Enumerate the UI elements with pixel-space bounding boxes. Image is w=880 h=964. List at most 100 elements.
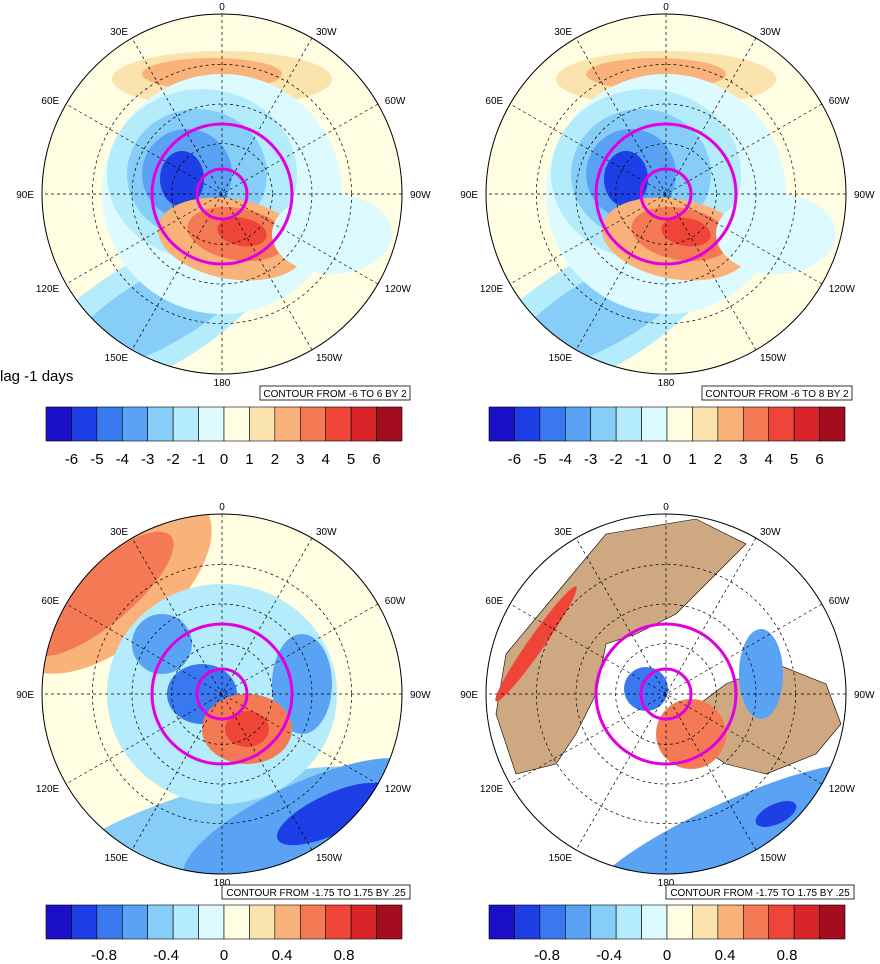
info-box-frame [259,385,411,401]
colorbar-tick-label: -4 [559,451,572,468]
colorbar-swatch [514,406,541,442]
colorbar-swatch [717,406,744,442]
longitude-label: 60W [385,596,406,607]
significant-negative-center [624,667,668,711]
colorbar-swatch [45,406,72,442]
contour-info-text: CONTOUR FROM -6 TO 6 BY 2 [263,389,407,400]
contour-info-text: CONTOUR FROM -1.75 TO 1.75 BY .25 [670,888,850,899]
longitude-label: 120W [829,284,856,295]
longitude-label: 150E [549,353,573,364]
contour-info-box: CONTOUR FROM -6 TO 6 BY 2 [259,385,411,401]
longitude-label: 150W [316,853,343,864]
colorbar-swatch [793,904,820,940]
info-box-frame [701,385,853,401]
colorbar-swatch [71,904,98,940]
colorbar-tick-label: -2 [166,451,179,468]
colorbar-swatch [742,406,770,442]
map-outline [485,513,847,875]
longitude-label: 30W [316,27,337,38]
outer-ring [150,122,294,266]
negative-east [272,634,332,734]
longitude-label: 120W [385,284,412,295]
colorbar-tick-label: 4 [322,451,330,468]
colorbar-tick-label: -3 [141,451,154,468]
colorbar-tick-label: -0.4 [153,947,179,964]
colorbar-swatch [299,406,327,442]
inner-ring [639,167,693,221]
colorbar-swatch [488,406,515,442]
colorbar-swatch [223,406,250,442]
east-light-area [716,194,836,274]
colorbar-tick-label: 0 [220,451,228,468]
negative-core [160,151,204,207]
map-outline [485,13,847,375]
longitude-label: 60W [829,96,850,107]
colorbar-tick-label: 5 [347,451,355,468]
colorbar-swatch [172,406,199,442]
colorbar-tick-label: 0 [663,947,671,964]
colorbar-tick-label: 1 [688,451,696,468]
colorbar-tick-label: 0.8 [334,947,355,964]
longitude-label: 120E [480,784,504,795]
colorbar-swatch [666,904,693,940]
contour-info-box: CONTOUR FROM -1.75 TO 1.75 BY .25 [221,884,411,900]
significant-negative-band [589,765,846,874]
box-rings [150,122,294,266]
colorbar-tick-label: -2 [609,451,622,468]
lag-label: lag -1 days [0,368,74,385]
negative-west [132,614,192,674]
colorbar-swatch [71,406,98,442]
land-eurasia [495,518,747,775]
longitude-label: 30W [316,527,337,538]
colorbar-tick-label: 1 [245,451,253,468]
colorbar-tick-label: -4 [116,451,129,468]
colorbar-swatch [692,406,719,442]
longitude-label: 60E [41,96,59,107]
longitude-label: 90E [16,190,34,201]
colorbar-swatch [350,904,377,940]
map-field [42,514,402,874]
map-panel-top-left: 0 30W 60W 90W 120W 150W 180 150E 120E 90E 60E 30E CO… [16,2,431,468]
positive-center-core [225,711,269,747]
colorbar-swatch [539,406,566,442]
colorbar: -0.8 -0.4 0 0.4 0.8 [45,904,403,964]
longitude-label: 180 [214,878,231,889]
inner-ring [195,167,249,221]
longitude-label: 90E [460,690,478,701]
longitude-label: 120W [829,784,856,795]
inner-ring [639,667,693,721]
longitude-label: 30E [554,27,572,38]
longitude-label: 90W [854,190,875,201]
colorbar-tick-label: -0.4 [596,947,622,964]
colorbar-swatch [274,904,301,940]
positive-core [217,217,267,247]
outer-ring [594,122,738,266]
colorbar-tick-label: -6 [65,451,78,468]
colorbar-swatch [514,904,541,940]
longitude-label: 90W [410,190,431,201]
map-field [486,514,846,874]
map-outline [41,13,403,375]
graticule [42,14,402,374]
colorbar-swatch [692,904,719,940]
longitude-label: 0 [219,502,225,513]
box-rings [150,622,294,766]
colorbar-swatch [45,904,72,940]
positive-band-core [42,531,174,657]
longitude-label: 90E [460,190,478,201]
colorbar-tick-label: 6 [372,451,380,468]
colorbar-tick-label: -5 [533,451,546,468]
longitude-label: 30W [760,527,781,538]
colorbar-tick-label: 4 [765,451,773,468]
colorbar-tick-label: 3 [296,451,304,468]
colorbar-tick-label: 2 [714,451,722,468]
longitude-label: 0 [663,2,669,13]
longitude-label: 150E [105,353,129,364]
colorbar-swatch [223,904,250,940]
longitude-label: 120W [385,784,412,795]
colorbar: -0.8 -0.4 0 0.4 0.8 [488,904,846,964]
colorbar-tick-label: 0.4 [715,947,736,964]
colorbar-swatch [717,904,744,940]
longitude-label: 120E [480,284,504,295]
colorbar-swatch [96,406,123,442]
